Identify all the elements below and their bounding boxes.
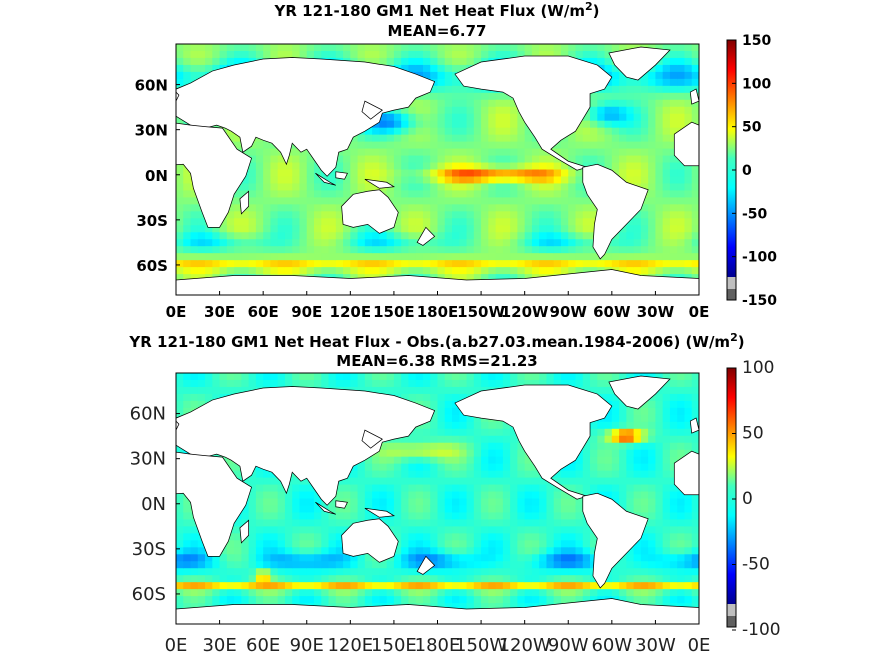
x-tick-label: 120E (327, 635, 373, 656)
y-tick-label: 0N (145, 167, 168, 185)
x-tick-label: 180E (415, 635, 461, 656)
panel-1-title: YR 121-180 GM1 Net Heat Flux (W/m2) (274, 0, 600, 20)
x-tick-label: 120W (501, 303, 549, 321)
x-tick-label: 60E (246, 635, 280, 656)
y-tick-label: 60S (136, 257, 168, 275)
colorbar-tick-label: 50 (742, 120, 762, 136)
x-tick-label: 0E (689, 303, 710, 321)
y-tick-label: 60N (130, 404, 166, 425)
y-tick-label: 0N (141, 494, 166, 515)
x-tick-label: 30W (637, 303, 675, 321)
x-tick-label: 150W (455, 635, 507, 656)
panel-2-colorbar: 100 50 0 -50 -100 (726, 358, 781, 640)
x-tick-label: 0E (688, 635, 711, 656)
y-tick-label: 60N (135, 77, 168, 95)
panel-1-subtitle: MEAN=6.77 (388, 22, 487, 40)
x-tick-label: 120E (330, 303, 372, 321)
x-tick-label: 0E (165, 635, 188, 656)
x-tick-label: 30E (202, 635, 236, 656)
panel-2-subtitle: MEAN=6.38 RMS=21.23 (336, 352, 537, 370)
x-tick-label: 90E (291, 303, 322, 321)
colorbar-tick-label: 100 (742, 76, 771, 92)
colorbar-tick-label: 150 (742, 33, 771, 49)
panel-1-colorbar: 150 100 50 0 -50 -100 -150 (726, 33, 777, 309)
colorbar-tick-label: 0 (742, 163, 752, 179)
x-tick-label: 30W (635, 635, 676, 656)
x-tick-label: 90W (550, 303, 588, 321)
y-tick-label: 30N (135, 122, 168, 140)
colorbar-tick-label: 50 (742, 424, 764, 444)
panel-1-map (176, 44, 699, 295)
colorbar-tick-label: -50 (742, 555, 770, 575)
colorbar-tick-label: -100 (742, 250, 777, 266)
panel-2: YR 121-180 GM1 Net Heat Flux - Obs.(a.b2… (128, 331, 780, 656)
panel-1: YR 121-180 GM1 Net Heat Flux (W/m2) MEAN… (135, 0, 778, 321)
colorbar-tick-label: 0 (742, 489, 753, 509)
y-tick-label: 30S (136, 212, 168, 230)
y-tick-label: 60S (132, 584, 166, 605)
x-tick-label: 90E (290, 635, 324, 656)
panel-2-y-ticks: 60N 30N 0N 30S 60S (130, 404, 180, 605)
x-tick-label: 150E (373, 303, 415, 321)
panel-2-title: YR 121-180 GM1 Net Heat Flux - Obs.(a.b2… (128, 331, 744, 351)
colorbar-tick-label: 100 (742, 358, 774, 378)
x-tick-label: 150E (371, 635, 417, 656)
colorbar-tick-label: -150 (742, 293, 777, 309)
x-tick-label: 0E (166, 303, 187, 321)
x-tick-label: 90W (548, 635, 589, 656)
y-tick-label: 30S (132, 539, 166, 560)
x-tick-label: 120W (499, 635, 551, 656)
x-tick-label: 180E (417, 303, 459, 321)
panel-2-map (176, 373, 699, 624)
y-tick-label: 30N (130, 449, 166, 470)
colorbar-tick-label: -50 (742, 206, 768, 222)
panel-1-y-ticks: 60N 30N 0N 30S 60S (135, 77, 180, 275)
x-tick-label: 60E (248, 303, 279, 321)
x-tick-label: 60W (591, 635, 632, 656)
x-tick-label: 150W (457, 303, 505, 321)
x-tick-label: 60W (593, 303, 631, 321)
x-tick-label: 30E (204, 303, 235, 321)
colorbar-tick-label: -100 (742, 620, 781, 640)
